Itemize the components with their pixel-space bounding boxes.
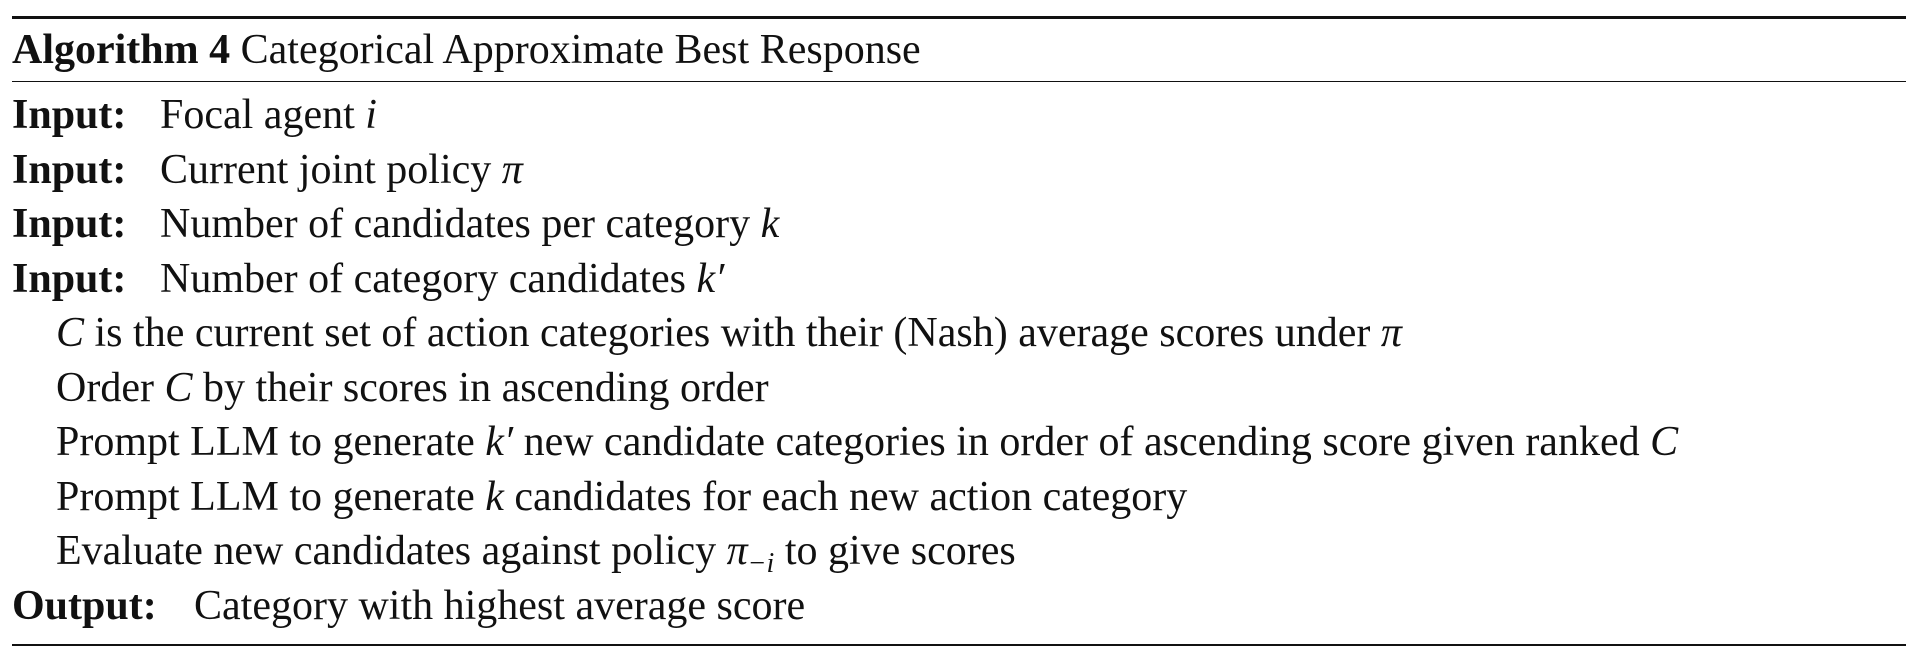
input-line: Input: Number of category candidates k′ [12,252,1906,307]
math-symbol: k′ [485,419,514,465]
algorithm-step: Prompt LLM to generate k′ new candidate … [12,415,1906,470]
step-text: by their scores in ascending order [192,364,769,411]
output-line: Output: Category with highest average sco… [12,579,1906,634]
algorithm-step: C is the current set of action categorie… [12,306,1906,361]
input-line: Input: Number of candidates per category … [12,197,1906,252]
algorithm-block: Algorithm 4 Categorical Approximate Best… [12,16,1906,646]
step-text: Prompt LLM to generate [56,473,486,520]
step-text: is the current set of action categories … [84,310,1381,356]
step-text: Prompt LLM to generate [56,419,486,465]
input-keyword: Input: [12,255,127,302]
step-text: to give scores [774,528,1016,574]
output-keyword: Output: [12,582,157,629]
math-symbol: k [485,473,504,520]
caption-rule [12,81,1906,82]
bottom-rule [12,644,1906,646]
step-text: new candidate categories in order of asc… [513,419,1651,465]
algorithm-step: Order C by their scores in ascending ord… [12,361,1906,416]
algorithm-step: Evaluate new candidates against policy π… [12,524,1906,579]
algorithm-label: Algorithm 4 [12,27,231,73]
input-line: Input: Current joint policy π [12,143,1906,198]
math-symbol: π [501,146,523,193]
input-text: Number of candidates per category [160,201,761,247]
algorithm-title: Categorical Approximate Best Response [240,27,921,73]
math-symbol: C [56,310,85,356]
step-text: candidates for each new action category [503,473,1188,520]
input-keyword: Input: [12,92,127,138]
top-rule [12,16,1906,19]
math-symbol: π [1380,310,1402,356]
output-text: Category with highest average score [194,582,806,629]
math-symbol: π [726,528,748,574]
math-symbol: C [1650,419,1679,465]
algorithm-body: Input: Focal agent i Input: Current joint … [12,82,1906,633]
math-symbol: i [365,92,377,138]
math-symbol: k [760,201,780,247]
math-symbol: k′ [696,255,725,302]
input-text: Number of category candidates [160,255,697,302]
input-text: Focal agent [160,92,366,138]
math-subscript: −i [747,548,775,579]
input-line: Input: Focal agent i [12,88,1906,143]
algorithm-step: Prompt LLM to generate k candidates for … [12,470,1906,525]
step-text: Order [56,364,165,411]
input-keyword: Input: [12,146,127,193]
input-keyword: Input: [12,201,127,247]
input-text: Current joint policy [160,146,502,193]
step-text: Evaluate new candidates against policy [56,528,727,574]
algorithm-caption: Algorithm 4 Categorical Approximate Best… [12,19,1906,81]
math-symbol: C [164,364,193,411]
